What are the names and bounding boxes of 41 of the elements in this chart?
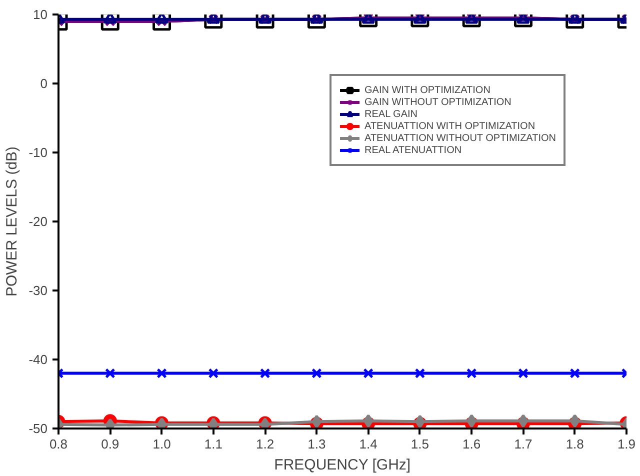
x-axis-title: FREQUENCY [GHz] <box>274 456 411 474</box>
point <box>156 368 167 378</box>
y-tick-label: 10 <box>33 7 48 22</box>
x-tick-label: 1.3 <box>308 436 326 452</box>
x-tick-label: 0.8 <box>49 436 68 452</box>
y-tick-label: 0 <box>40 76 48 91</box>
x-tick-label: 1.0 <box>152 436 171 452</box>
legend-label: GAIN WITH OPTIMIZATION <box>364 84 490 96</box>
point <box>208 368 219 378</box>
point <box>466 414 477 428</box>
point <box>104 368 116 378</box>
x-tick-label: 0.9 <box>101 436 120 452</box>
x-tick-label: 1.4 <box>359 436 378 452</box>
y-tick-label: -20 <box>28 214 48 229</box>
y-axis-title: POWER LEVELS (dB) <box>4 146 21 297</box>
y-tick-label: -40 <box>28 352 48 367</box>
x-tick-label: 1.2 <box>256 436 274 452</box>
point <box>363 414 374 428</box>
point <box>570 414 580 428</box>
point <box>518 368 528 378</box>
x-tick-label: 1.1 <box>204 436 222 452</box>
y-tick-label: -10 <box>28 145 48 160</box>
point <box>518 414 528 428</box>
x-tick-label: 1.5 <box>410 436 429 452</box>
legend-label: REAL GAIN <box>364 108 418 120</box>
legend-label: ATENUATTION WITH OPTIMIZATION <box>364 120 536 132</box>
point <box>312 368 322 378</box>
point <box>363 368 374 378</box>
x-tick-label: 1.8 <box>566 436 584 452</box>
x-tick-label: 1.6 <box>462 436 481 452</box>
point <box>466 368 477 378</box>
legend-label: GAIN WITHOUT OPTIMIZATION <box>364 96 512 108</box>
legend-label: REAL ATENUATTION <box>364 144 462 156</box>
point <box>260 368 270 378</box>
point <box>414 368 426 378</box>
y-tick-label: -30 <box>28 283 48 298</box>
legend-label: ATENUATTION WITHOUT OPTIMIZATION <box>364 132 556 144</box>
x-tick-label: 1.9 <box>617 436 636 452</box>
y-tick-label: -50 <box>28 421 48 436</box>
x-tick-label: 1.7 <box>514 436 532 452</box>
point <box>570 368 580 378</box>
